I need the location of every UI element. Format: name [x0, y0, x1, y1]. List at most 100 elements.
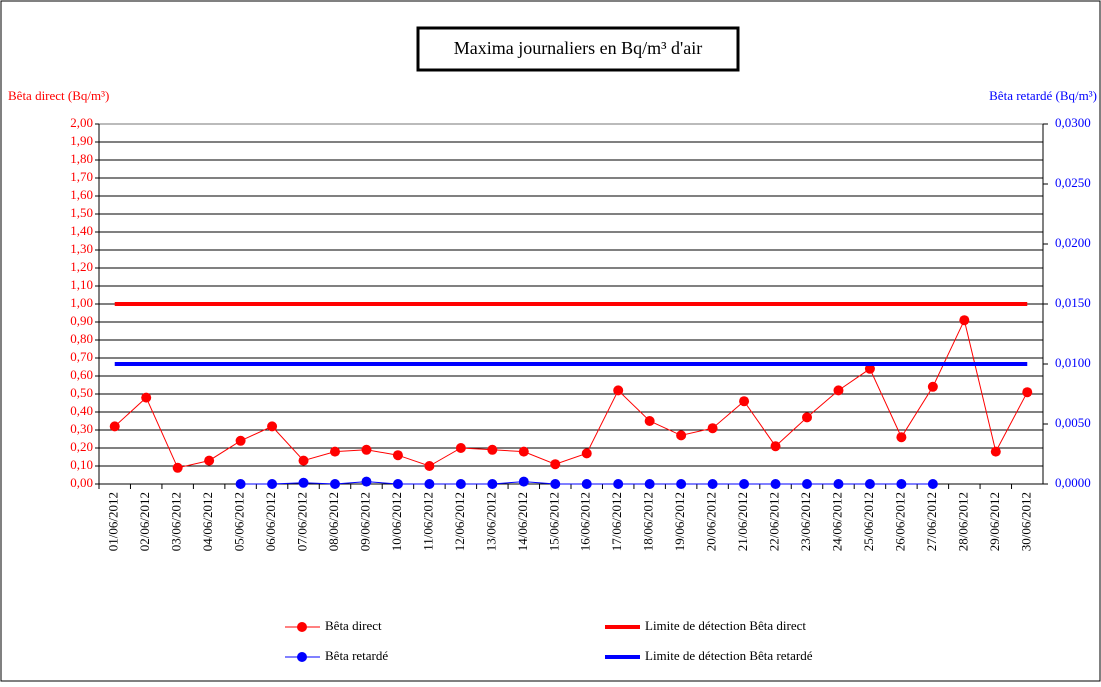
y-tick-label: 0,70: [70, 349, 93, 364]
y-tick-label: 1,60: [70, 187, 93, 202]
point: [707, 479, 718, 489]
y-tick-label: 1,40: [70, 223, 93, 238]
x-tick-label: 12/06/2012: [452, 492, 467, 551]
y2-tick-label: 0,0000: [1055, 475, 1091, 490]
point: [330, 479, 340, 489]
x-tick-label: 18/06/2012: [641, 492, 656, 551]
legend-label: Limite de détection Bêta retardé: [645, 648, 813, 663]
point: [676, 430, 687, 441]
point: [455, 443, 466, 453]
x-tick-label: 07/06/2012: [295, 492, 310, 551]
point: [550, 479, 561, 489]
y-tick-label: 0,10: [70, 457, 93, 472]
point: [298, 477, 309, 488]
x-tick-label: 14/06/2012: [515, 492, 530, 551]
point: [707, 423, 718, 434]
y-tick-label: 0,20: [70, 439, 93, 454]
y-tick-label: 0,00: [70, 475, 93, 490]
x-tick-label: 28/06/2012: [955, 492, 970, 551]
point: [739, 479, 750, 489]
x-tick-label: 05/06/2012: [232, 492, 247, 551]
point: [550, 459, 561, 470]
x-tick-label: 04/06/2012: [200, 492, 215, 551]
y-tick-label: 1,50: [70, 205, 93, 220]
x-tick-label: 13/06/2012: [483, 492, 498, 551]
x-tick-label: 06/06/2012: [263, 492, 278, 551]
y-tick-label: 1,30: [70, 241, 93, 256]
point: [864, 363, 875, 374]
legend-label: Bêta retardé: [325, 648, 388, 663]
x-tick-label: 21/06/2012: [735, 492, 750, 551]
y-tick-label: 1,10: [70, 277, 93, 292]
x-tick-label: 11/06/2012: [420, 492, 435, 551]
point: [833, 385, 844, 396]
point: [392, 450, 403, 461]
point: [739, 396, 750, 407]
point: [644, 416, 655, 426]
x-tick-label: 03/06/2012: [169, 492, 184, 551]
x-tick-label: 24/06/2012: [829, 492, 844, 551]
x-tick-label: 08/06/2012: [326, 492, 341, 551]
point: [424, 479, 435, 489]
y-tick-label: 1,70: [70, 169, 93, 184]
point: [770, 479, 781, 489]
point: [424, 461, 435, 471]
y-tick-label: 1,00: [70, 295, 93, 310]
y2-tick-label: 0,0200: [1055, 235, 1091, 250]
point: [518, 446, 529, 457]
point: [833, 479, 844, 489]
x-tick-label: 16/06/2012: [578, 492, 593, 551]
point: [802, 412, 812, 423]
x-tick-label: 29/06/2012: [987, 492, 1002, 551]
y-tick-label: 0,40: [70, 403, 93, 418]
x-tick-label: 09/06/2012: [357, 492, 372, 551]
point: [581, 479, 592, 489]
point: [487, 444, 498, 455]
y-tick-label: 2,00: [70, 115, 93, 130]
y2-tick-label: 0,0250: [1055, 175, 1091, 190]
point: [455, 479, 466, 489]
point: [330, 446, 340, 457]
point: [298, 455, 309, 466]
point: [896, 432, 907, 443]
x-tick-label: 20/06/2012: [704, 492, 719, 551]
y2-tick-label: 0,0300: [1055, 115, 1091, 130]
point: [676, 479, 687, 489]
chart-title: Maxima journaliers en Bq/m³ d'air: [454, 38, 703, 58]
legend-label: Limite de détection Bêta direct: [645, 618, 806, 633]
point: [896, 479, 907, 489]
point: [613, 385, 624, 396]
y2-tick-label: 0,0150: [1055, 295, 1091, 310]
y2-tick-label: 0,0100: [1055, 355, 1091, 370]
point: [109, 421, 120, 432]
x-tick-label: 10/06/2012: [389, 492, 404, 551]
y-tick-label: 1,80: [70, 151, 93, 166]
point: [267, 479, 278, 489]
series-line: [114, 318, 1028, 469]
y2-tick-label: 0,0050: [1055, 415, 1091, 430]
point: [361, 444, 372, 455]
point: [487, 479, 498, 489]
y-tick-label: 0,50: [70, 385, 93, 400]
x-tick-label: 17/06/2012: [609, 492, 624, 551]
legend-marker: [297, 622, 307, 632]
y-axis-label: Bêta direct (Bq/m³): [8, 88, 109, 103]
y-tick-label: 1,20: [70, 259, 93, 274]
point: [581, 448, 592, 459]
point: [361, 476, 372, 487]
legend-label: Bêta direct: [325, 618, 382, 633]
point: [204, 455, 215, 466]
point: [864, 479, 875, 489]
point: [1022, 387, 1033, 398]
x-tick-label: 01/06/2012: [106, 492, 121, 551]
point: [927, 381, 938, 392]
point: [235, 479, 246, 489]
point: [802, 479, 812, 489]
x-tick-label: 25/06/2012: [861, 492, 876, 551]
y-tick-label: 0,90: [70, 313, 93, 328]
point: [644, 479, 655, 489]
x-tick-label: 30/06/2012: [1018, 492, 1033, 551]
y-tick-label: 0,80: [70, 331, 93, 346]
